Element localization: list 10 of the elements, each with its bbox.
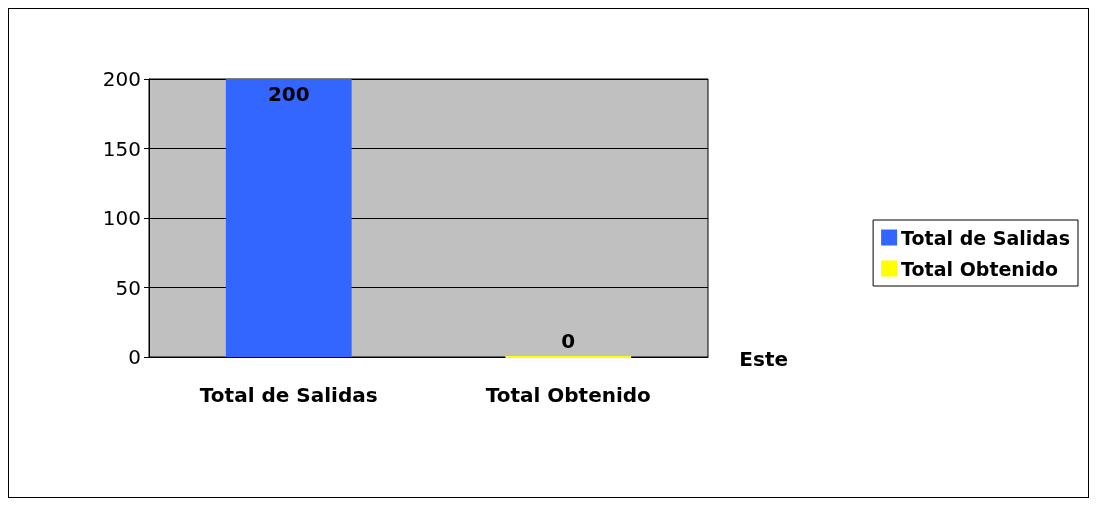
y-tick-label: 100 bbox=[102, 206, 141, 230]
text: Este bbox=[739, 347, 789, 371]
legend-label: Total Obtenido bbox=[901, 257, 1059, 280]
y-tick-label: 50 bbox=[115, 275, 141, 300]
y-tick-label: 150 bbox=[102, 136, 141, 161]
data-label: 200 bbox=[267, 82, 310, 106]
legend-label: Total de Salidas bbox=[901, 226, 1071, 249]
y-tick-label: 200 bbox=[102, 67, 141, 91]
data-label: 0 bbox=[561, 329, 576, 353]
y-tick-label: 0 bbox=[128, 345, 141, 369]
